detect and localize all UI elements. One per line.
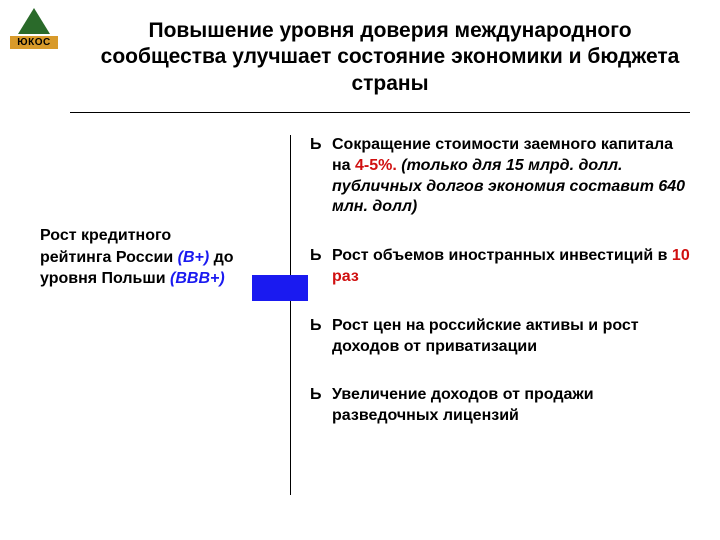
rating-bbb-plus: (BBB+) — [170, 270, 225, 287]
bullet-3-text: Рост цен на российские активы и рост дох… — [332, 316, 690, 358]
title-divider — [70, 112, 690, 113]
logo-text: ЮКОС — [10, 36, 58, 49]
arrow-block-icon — [252, 275, 308, 301]
bullet-1-text: Сокращение стоимости заемного капитала н… — [332, 135, 690, 218]
list-item: Ь Увеличение доходов от продажи разведоч… — [310, 385, 690, 427]
bullet-marker-icon: Ь — [310, 135, 332, 156]
b2-part-a: Рост объемов иностранных инвестиций в — [332, 247, 672, 264]
slide-title: Повышение уровня доверия международного … — [90, 18, 690, 97]
company-logo: ЮКОС — [10, 8, 58, 49]
bullet-2-text: Рост объемов иностранных инвестиций в 10… — [332, 246, 690, 288]
left-cause-label: Рост кредитного рейтинга России (B+) до … — [40, 225, 240, 290]
slide-title-block: Повышение уровня доверия международного … — [90, 18, 690, 97]
bullet-4-text: Увеличение доходов от продажи разведочны… — [332, 385, 690, 427]
list-item: Ь Рост объемов иностранных инвестиций в … — [310, 246, 690, 288]
bullet-marker-icon: Ь — [310, 246, 332, 267]
content-area: Рост кредитного рейтинга России (B+) до … — [40, 135, 690, 520]
effects-list: Ь Сокращение стоимости заемного капитала… — [310, 135, 690, 455]
logo-triangle-icon — [18, 8, 50, 34]
list-item: Ь Сокращение стоимости заемного капитала… — [310, 135, 690, 218]
list-item: Ь Рост цен на российские активы и рост д… — [310, 316, 690, 358]
rating-b-plus: (B+) — [178, 249, 210, 266]
vertical-divider — [290, 135, 291, 495]
left-text-1: Рост кредитного рейтинга России — [40, 227, 178, 266]
b1-highlight: 4-5%. — [355, 157, 397, 174]
bullet-marker-icon: Ь — [310, 316, 332, 337]
bullet-marker-icon: Ь — [310, 385, 332, 406]
